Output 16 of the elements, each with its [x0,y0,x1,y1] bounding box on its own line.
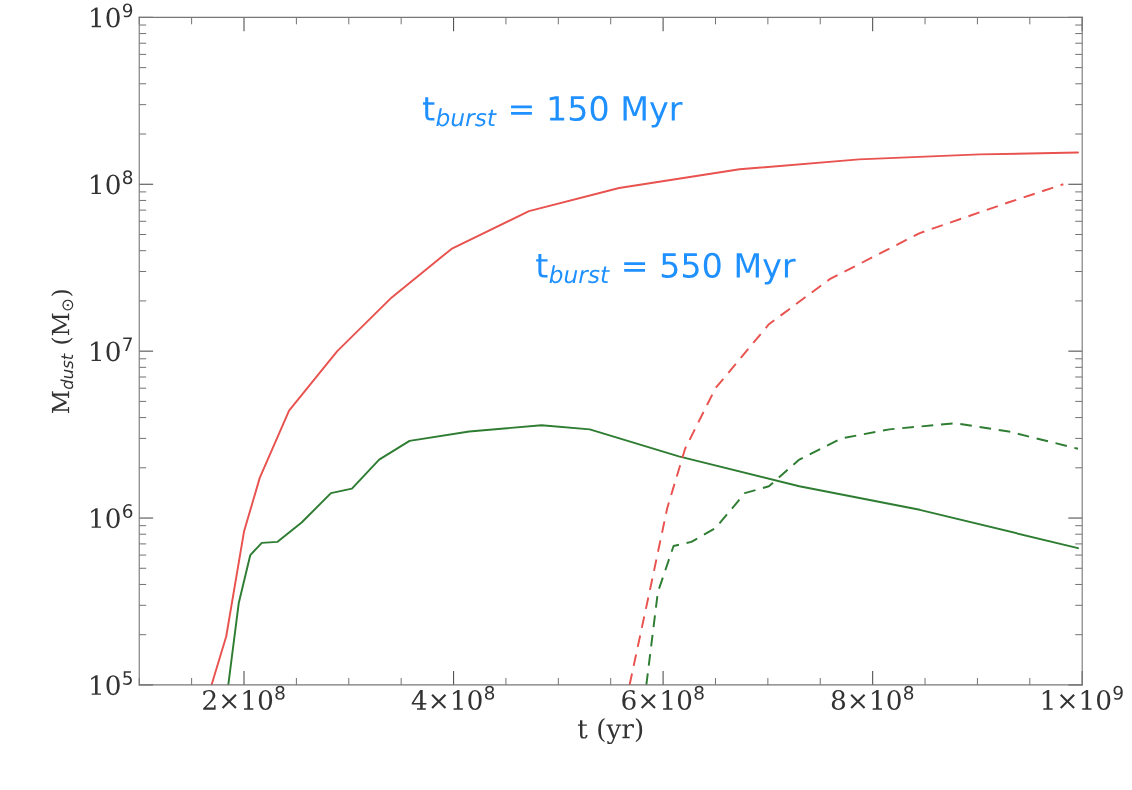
line-series [210,151,1079,685]
x-tick-label: 8×10$^{8}$ [831,685,914,711]
y-tick-label: 10$^{7}$ [91,337,132,362]
annotation: t$_{burst}$ = 150 Myr [423,95,683,128]
x-tick-label: 2×10$^{8}$ [203,685,285,711]
x-axis-title: t (yr) [577,718,643,745]
y-tick-label: 10$^{9}$ [91,3,133,28]
line-series [227,424,1079,685]
y-tick-label: 10$^{6}$ [91,504,133,529]
x-tick-label: 6×10$^{8}$ [622,685,704,711]
x-tick-label: 4×10$^{8}$ [411,685,495,711]
annotation: t$_{burst}$ = 550 Myr [536,252,796,285]
y-tick-label: 10$^{5}$ [91,671,132,696]
y-tick-label: 10$^{8}$ [91,170,133,195]
y-axis-title: M$_{dust}$ (M$_{⊙}$) [51,290,74,414]
x-tick-label: 1×10$^{9}$ [1042,685,1123,711]
